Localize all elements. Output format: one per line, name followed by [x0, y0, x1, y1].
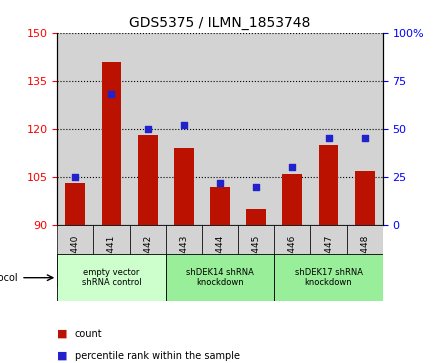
Bar: [138, 135, 158, 225]
Point: [289, 164, 296, 170]
Bar: [210, 187, 230, 225]
Bar: [166, 225, 202, 287]
Title: GDS5375 / ILMN_1853748: GDS5375 / ILMN_1853748: [129, 16, 311, 30]
Bar: [202, 225, 238, 287]
Point: [361, 136, 368, 142]
Text: empty vector
shRNA control: empty vector shRNA control: [82, 268, 141, 287]
Bar: [274, 33, 311, 225]
Bar: [93, 225, 129, 287]
Bar: [129, 225, 166, 287]
Text: ■: ■: [57, 329, 68, 339]
Bar: [93, 33, 129, 225]
Text: GSM1486441: GSM1486441: [107, 234, 116, 295]
Text: percentile rank within the sample: percentile rank within the sample: [75, 351, 240, 361]
Point: [325, 136, 332, 142]
Bar: [166, 254, 274, 301]
Point: [253, 184, 260, 189]
Bar: [347, 225, 383, 287]
Bar: [282, 174, 302, 225]
Text: GSM1486446: GSM1486446: [288, 234, 297, 295]
Bar: [57, 33, 93, 225]
Point: [108, 91, 115, 97]
Bar: [202, 33, 238, 225]
Bar: [57, 254, 166, 301]
Text: GSM1486443: GSM1486443: [180, 234, 188, 295]
Text: GSM1486448: GSM1486448: [360, 234, 369, 295]
Text: GSM1486444: GSM1486444: [216, 234, 224, 294]
Bar: [166, 33, 202, 225]
Text: ■: ■: [57, 351, 68, 361]
Bar: [66, 183, 85, 225]
Text: GSM1486442: GSM1486442: [143, 234, 152, 294]
Bar: [102, 61, 121, 225]
Point: [144, 126, 151, 132]
Bar: [311, 33, 347, 225]
Text: protocol: protocol: [0, 273, 18, 283]
Text: shDEK14 shRNA
knockdown: shDEK14 shRNA knockdown: [186, 268, 254, 287]
Bar: [347, 33, 383, 225]
Text: GSM1486445: GSM1486445: [252, 234, 260, 295]
Bar: [319, 145, 338, 225]
Bar: [129, 33, 166, 225]
Bar: [174, 148, 194, 225]
Text: GSM1486447: GSM1486447: [324, 234, 333, 295]
Bar: [274, 225, 311, 287]
Bar: [57, 225, 93, 287]
Text: GSM1486440: GSM1486440: [71, 234, 80, 295]
Bar: [311, 225, 347, 287]
Point: [72, 174, 79, 180]
Bar: [274, 254, 383, 301]
Text: count: count: [75, 329, 103, 339]
Point: [180, 122, 187, 128]
Bar: [355, 171, 375, 225]
Text: shDEK17 shRNA
knockdown: shDEK17 shRNA knockdown: [294, 268, 363, 287]
Bar: [246, 209, 266, 225]
Bar: [238, 225, 274, 287]
Point: [216, 180, 224, 185]
Bar: [238, 33, 274, 225]
